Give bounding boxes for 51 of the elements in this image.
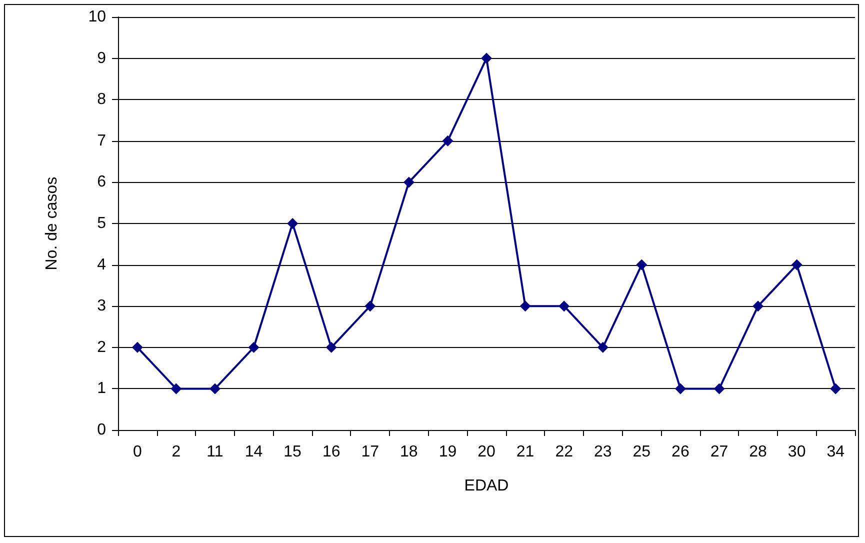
y-tick-label: 4 bbox=[97, 256, 106, 274]
y-tick-label: 6 bbox=[97, 174, 106, 191]
x-tick-label: 2 bbox=[172, 444, 181, 460]
point bbox=[791, 259, 802, 270]
y-tick-label: 10 bbox=[88, 8, 106, 26]
x-tick-label: 19 bbox=[438, 444, 457, 460]
x-tick-label: 0 bbox=[132, 444, 142, 460]
point bbox=[481, 52, 492, 64]
x-tick-label: 27 bbox=[710, 444, 728, 460]
point bbox=[248, 342, 260, 353]
point bbox=[287, 218, 298, 229]
x-tick-label: 11 bbox=[206, 444, 224, 460]
point bbox=[558, 300, 570, 312]
point bbox=[170, 383, 182, 394]
x-tick-label: 23 bbox=[594, 444, 612, 460]
x-tick-label: 21 bbox=[516, 444, 534, 460]
point bbox=[714, 383, 725, 394]
x-tick-label: 28 bbox=[749, 444, 768, 460]
x-tick-label: 26 bbox=[672, 444, 690, 460]
x-tick-label: 15 bbox=[284, 444, 302, 460]
x-tick-label: 18 bbox=[400, 444, 418, 460]
point bbox=[636, 259, 648, 270]
point bbox=[403, 176, 414, 188]
point bbox=[326, 342, 337, 353]
y-tick-label: 9 bbox=[97, 50, 106, 67]
x-tick-label: 17 bbox=[361, 444, 380, 460]
point bbox=[364, 300, 376, 312]
x-axis-title: EDAD bbox=[464, 478, 509, 494]
y-tick-label: 7 bbox=[97, 132, 106, 150]
y-tick-label: 5 bbox=[97, 215, 106, 232]
y-tick-label: 1 bbox=[97, 380, 106, 398]
x-tick-label: 16 bbox=[322, 444, 340, 460]
x-tick-label: 25 bbox=[632, 444, 651, 460]
x-tick-label: 22 bbox=[555, 444, 574, 460]
y-axis-title: No. de casos bbox=[44, 176, 60, 270]
point bbox=[442, 135, 454, 146]
point bbox=[132, 342, 143, 353]
x-tick-label: 14 bbox=[244, 444, 263, 460]
point bbox=[597, 342, 608, 353]
y-tick-label: 8 bbox=[97, 91, 106, 108]
point bbox=[520, 300, 531, 312]
point bbox=[209, 383, 220, 394]
point bbox=[674, 383, 686, 394]
y-tick-label: 2 bbox=[97, 338, 106, 356]
point bbox=[752, 300, 764, 312]
point bbox=[830, 383, 842, 394]
x-tick-label: 30 bbox=[788, 444, 806, 460]
x-tick-label: 20 bbox=[478, 444, 496, 460]
x-tick-label: 34 bbox=[826, 444, 845, 460]
y-tick-label: 3 bbox=[97, 298, 106, 315]
y-tick-label: 0 bbox=[97, 422, 106, 438]
